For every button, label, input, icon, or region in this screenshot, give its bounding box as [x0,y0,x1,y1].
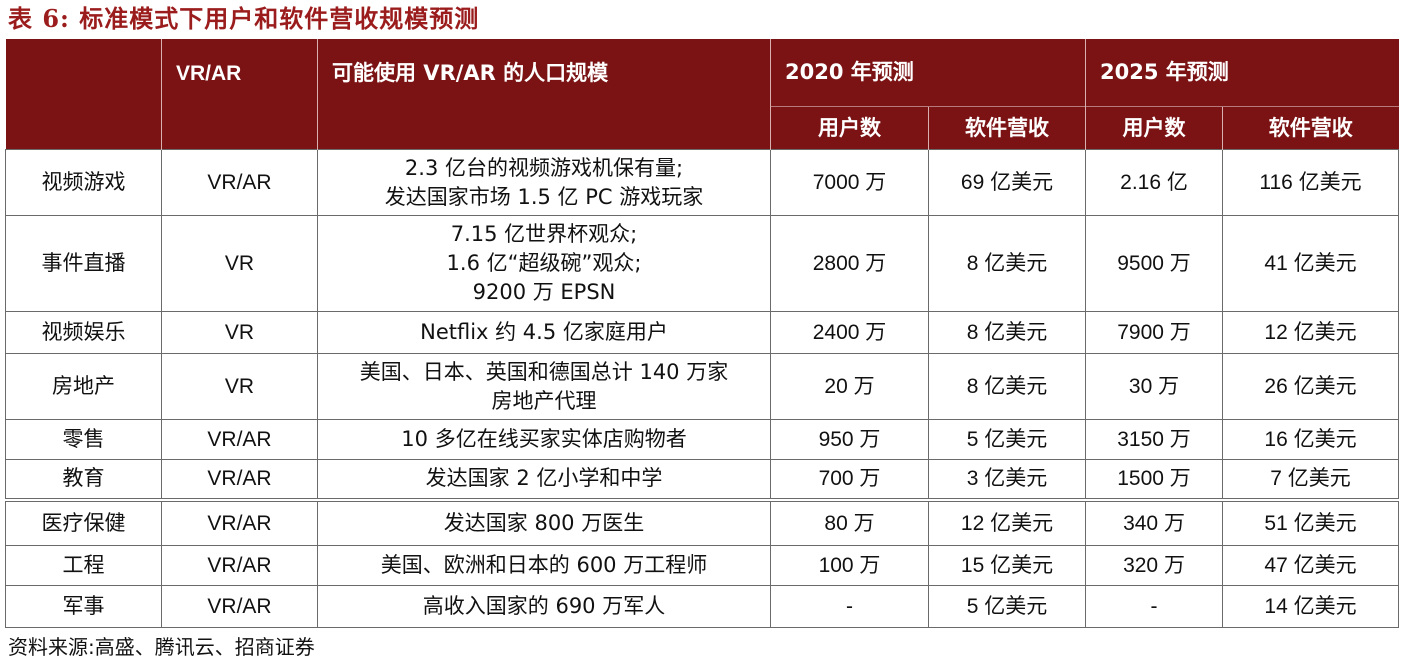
population-line: 发达国家 800 万医生 [443,510,645,535]
table-title: 表 6: 标准模式下用户和软件营收规模预测 [8,4,480,33]
row-category: 教育 [5,459,162,500]
row-users-2020: 2800 万 [770,215,929,312]
population-line: 高收入国家的 690 万军人 [422,594,666,618]
population-line: 发达国家市场 1.5 亿 PC 游戏玩家 [384,184,704,209]
population-line: 房地产代理 [491,388,597,413]
row-vrar-type: VR/AR [161,545,318,586]
header-2025: 2025 年预测 [1085,39,1399,107]
header-users-2025: 用户数 [1085,106,1223,150]
row-revenue-2020: 69 亿美元 [927,149,1087,216]
row-revenue-2020: 8 亿美元 [927,215,1087,312]
row-users-2025: - [1085,585,1224,628]
row-population: 美国、欧洲和日本的 600 万工程师 [317,545,771,586]
row-users-2025: 1500 万 [1085,459,1224,500]
header-category [5,39,162,150]
header-revenue-2020: 软件营收 [927,106,1086,150]
row-revenue-2020: 5 亿美元 [927,419,1087,460]
row-users-2020: 20 万 [770,353,929,420]
row-revenue-2025: 14 亿美元 [1222,585,1400,628]
row-users-2025: 7900 万 [1085,311,1224,354]
population-line: 美国、欧洲和日本的 600 万工程师 [380,553,708,577]
row-category: 零售 [5,419,162,460]
table-row: 事件直播 VR 7.15 亿世界杯观众; 1.6 亿“超级碗”观众; 9200 万 EP… [5,215,1400,312]
row-users-2025: 3150 万 [1085,419,1224,460]
forecast-table: VR/AR 可能使用 VR/AR 的人口规模 2020 年预测 2025 年预测… [5,39,1400,628]
table-row: 视频游戏 VR/AR 2.3 亿台的视频游戏机保有量; 发达国家市场 1.5 亿 PC… [5,149,1400,216]
row-users-2025: 320 万 [1085,545,1224,586]
row-users-2025: 30 万 [1085,353,1224,420]
population-line: 7.15 亿世界杯观众; [450,222,638,246]
header-2020: 2020 年预测 [769,39,1086,107]
population-line: 10 多亿在线买家实体店购物者 [401,427,687,451]
row-population: 发达国家 800 万医生 [317,497,771,546]
header-revenue-2025: 软件营收 [1222,106,1399,150]
row-users-2020: 100 万 [770,545,929,586]
row-population: Netflix 约 4.5 亿家庭用户 [317,311,771,354]
population-line: 9200 万 EPSN [472,280,616,304]
header-vrar: VR/AR [161,39,318,150]
row-category: 视频游戏 [5,149,162,216]
row-vrar-type: VR/AR [161,497,318,546]
row-population: 高收入国家的 690 万军人 [317,585,771,628]
row-category: 视频娱乐 [5,311,162,354]
row-category: 军事 [5,585,162,628]
row-population: 美国、日本、英国和德国总计 140 万家 房地产代理 [317,353,771,420]
row-revenue-2020: 3 亿美元 [927,459,1087,500]
row-vrar-type: VR/AR [161,585,318,628]
row-vrar-type: VR/AR [161,459,318,500]
row-revenue-2025: 51 亿美元 [1222,497,1400,546]
row-users-2020: - [770,585,929,628]
row-vrar-type: VR/AR [161,149,318,216]
row-population: 7.15 亿世界杯观众; 1.6 亿“超级碗”观众; 9200 万 EPSN [317,215,771,312]
table-row: 工程 VR/AR 美国、欧洲和日本的 600 万工程师 100 万 15 亿美元 320 … [5,545,1400,586]
row-revenue-2020: 5 亿美元 [927,585,1087,628]
row-revenue-2025: 116 亿美元 [1222,149,1400,216]
population-line: 发达国家 2 亿小学和中学 [425,466,663,491]
table-row: 医疗保健 VR/AR 发达国家 800 万医生 80 万 12 亿美元 340 万 51 亿… [5,497,1400,546]
row-revenue-2020: 15 亿美元 [927,545,1087,586]
row-revenue-2025: 7 亿美元 [1222,459,1400,500]
population-line: 2.3 亿台的视频游戏机保有量; [404,155,684,180]
row-users-2020: 2400 万 [770,311,929,354]
row-revenue-2025: 47 亿美元 [1222,545,1400,586]
row-vrar-type: VR [161,215,318,312]
row-category: 医疗保健 [5,497,162,546]
header-users-2020: 用户数 [770,106,929,150]
row-vrar-type: VR/AR [161,419,318,460]
table-header: VR/AR 可能使用 VR/AR 的人口规模 2020 年预测 2025 年预测… [5,39,1399,150]
row-vrar-type: VR [161,311,318,354]
row-revenue-2020: 8 亿美元 [927,353,1087,420]
row-users-2020: 80 万 [770,497,929,546]
row-category: 工程 [5,545,162,586]
row-users-2020: 950 万 [770,419,929,460]
row-revenue-2025: 26 亿美元 [1222,353,1400,420]
population-line: 美国、日本、英国和德国总计 140 万家 [359,359,729,384]
row-category: 事件直播 [5,215,162,312]
row-vrar-type: VR [161,353,318,420]
row-category: 房地产 [5,353,162,420]
population-line: Netflix 约 4.5 亿家庭用户 [420,320,668,344]
row-revenue-2025: 12 亿美元 [1222,311,1400,354]
row-users-2025: 340 万 [1085,497,1224,546]
row-revenue-2020: 12 亿美元 [927,497,1087,546]
row-users-2025: 9500 万 [1085,215,1224,312]
row-population: 2.3 亿台的视频游戏机保有量; 发达国家市场 1.5 亿 PC 游戏玩家 [317,149,771,216]
header-population: 可能使用 VR/AR 的人口规模 [317,39,771,150]
table-row: 军事 VR/AR 高收入国家的 690 万军人 -5 亿美元 -14 亿美元 [5,585,1400,628]
row-users-2025: 2.16 亿 [1085,149,1224,216]
row-revenue-2025: 16 亿美元 [1222,419,1400,460]
row-population: 10 多亿在线买家实体店购物者 [317,419,771,460]
population-line: 1.6 亿“超级碗”观众; [446,251,642,275]
row-users-2020: 7000 万 [770,149,929,216]
row-revenue-2025: 41 亿美元 [1222,215,1400,312]
row-users-2020: 700 万 [770,459,929,500]
row-revenue-2020: 8 亿美元 [927,311,1087,354]
row-population: 发达国家 2 亿小学和中学 [317,459,771,500]
source-note: 资料来源:高盛、腾讯云、招商证券 [8,635,315,659]
table-body: 视频游戏 VR/AR 2.3 亿台的视频游戏机保有量; 发达国家市场 1.5 亿 PC… [5,149,1400,628]
